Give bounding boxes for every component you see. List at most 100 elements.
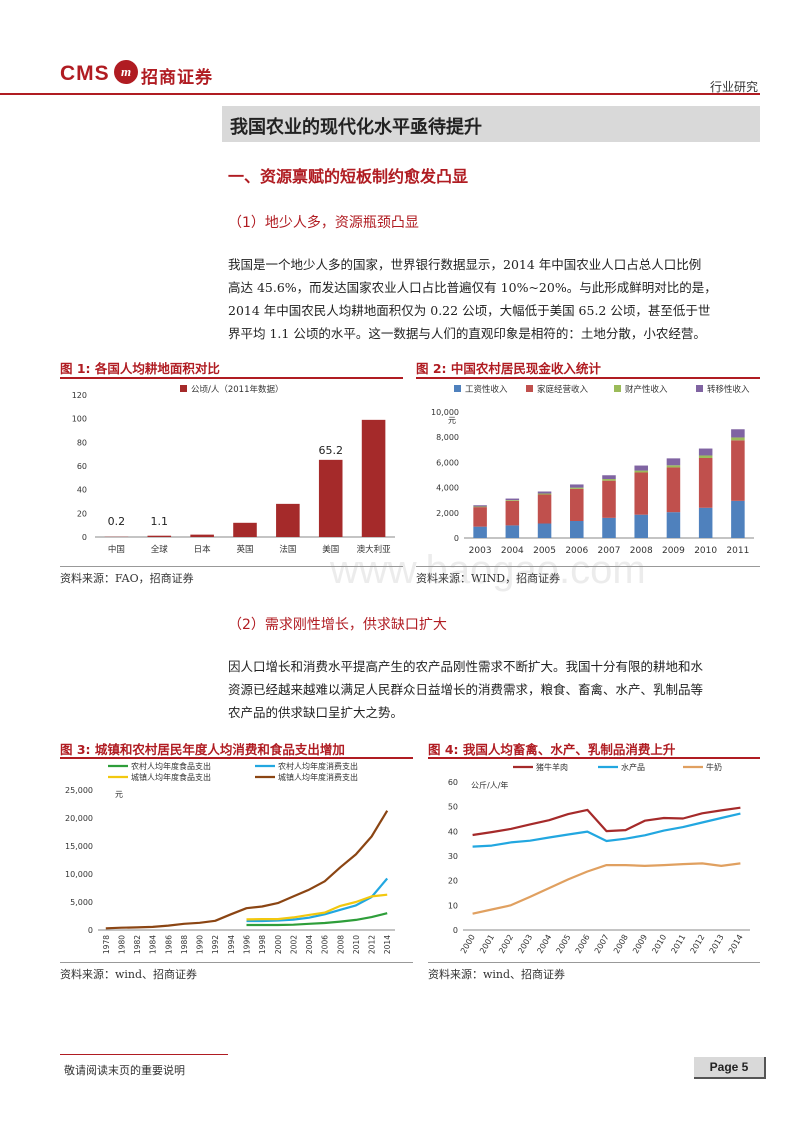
y-tick-label: 30 [448, 852, 458, 861]
x-tick-label: 2006 [574, 933, 592, 955]
legend-label: 公顷/人（2011年数据） [191, 384, 284, 395]
y-tick-label: 0 [453, 926, 458, 935]
x-tick-label: 1994 [227, 935, 236, 954]
bar-segment [537, 491, 552, 494]
x-tick-label: 2009 [662, 546, 685, 556]
footer-disclaimer: 敬请阅读末页的重要说明 [64, 1064, 185, 1077]
bar [318, 459, 343, 537]
figure-4-bottom-rule [428, 962, 760, 963]
brand-logo-text: CMS [60, 62, 110, 85]
brand-logo-icon: m [114, 60, 138, 84]
subheading-land-scarcity: （1）地少人多，资源瓶颈凸显 [228, 215, 419, 231]
x-tick-label: 2010 [352, 935, 361, 954]
heading-resource-constraint: 一、资源禀赋的短板制约愈发凸显 [228, 167, 469, 186]
y-tick-label: 5,000 [70, 898, 93, 907]
y-tick-label: 10,000 [65, 870, 93, 879]
y-tick-label: 80 [77, 438, 87, 447]
x-tick-label: 2004 [535, 933, 553, 955]
legend-label: 城镇人均年度食品支出 [131, 772, 211, 782]
figure-2-title: 图 2: 中国农村居民现金收入统计 [416, 361, 601, 376]
x-tick-label: 1998 [258, 935, 267, 954]
paragraph-line: 我国是一个地少人多的国家，世界银行数据显示，2014 年中国农业人口占总人口比例 [228, 257, 702, 272]
figure-1-bottom-rule [60, 566, 403, 567]
y-tick-label: 10 [448, 901, 458, 910]
series-line [105, 810, 389, 930]
paragraph-line: 农产品的供求缺口呈扩大之势。 [228, 705, 404, 720]
legend-label: 农村人均年度食品支出 [131, 761, 211, 771]
bar-segment [698, 448, 713, 456]
bar-segment [731, 437, 745, 441]
x-tick-label: 2007 [598, 546, 621, 556]
paragraph-line: 界平均 1.1 公顷的水平。这一数据与人们的直观印象是相符的：土地分散，小农经营… [228, 326, 706, 341]
bar-segment [666, 467, 681, 513]
x-tick-label: 2014 [383, 935, 392, 954]
bar-segment [537, 494, 552, 524]
x-tick-label: 2011 [669, 933, 687, 955]
x-tick-label: 日本 [194, 544, 212, 555]
figure-3-top-rule [60, 757, 413, 759]
series-line [472, 806, 741, 837]
y-tick-label: 15,000 [65, 842, 93, 851]
bar [276, 503, 300, 537]
x-tick-label: 2014 [727, 933, 745, 955]
figure-3-title: 图 3: 城镇和农村居民年度人均消费和食品支出增加 [60, 742, 345, 757]
x-tick-label: 2006 [321, 935, 330, 954]
x-tick-label: 法国 [279, 544, 296, 555]
section-title-band [222, 106, 760, 142]
y-tick-label: 20,000 [65, 814, 93, 823]
x-tick-label: 2006 [565, 546, 588, 556]
bar-segment [570, 488, 584, 521]
bar [233, 522, 257, 537]
series-line [246, 893, 388, 921]
y-tick-label: 120 [72, 391, 87, 400]
figure-2-top-rule [416, 377, 760, 379]
figure-3-chart: 0 5,000 10,000 15,000 20,000 25,000 1978 1980 19… [65, 761, 395, 954]
x-tick-label: 1978 [102, 935, 111, 954]
x-tick-label: 2009 [631, 933, 649, 955]
bar-segment [666, 458, 681, 466]
watermark: www.baogao.com [330, 548, 646, 592]
bar-segment [473, 506, 487, 508]
paragraph-demand-growth: 因人口增长和消费水平提高产生的农产品刚性需求不断扩大。我国十分有限的耕地和水 资… [228, 655, 760, 724]
series-line [472, 862, 741, 915]
bar-segment [570, 484, 584, 488]
bar-segment [698, 455, 713, 458]
x-tick-label: 1988 [180, 935, 189, 954]
figure-3-source: 资料来源：wind、招商证券 [60, 968, 198, 981]
x-tick-label: 2008 [612, 933, 630, 955]
data-label: 0.2 [108, 515, 126, 528]
legend-swatch [180, 385, 187, 392]
figure-2-bottom-rule [416, 566, 760, 567]
x-tick-label: 2011 [726, 546, 749, 556]
legend-label: 水产品 [621, 762, 645, 772]
x-tick-label: 1982 [133, 935, 142, 954]
legend-swatch [526, 385, 533, 392]
figure-1-source: 资料来源：FAO，招商证券 [60, 572, 194, 585]
x-tick-label: 2005 [533, 546, 556, 556]
y-tick-label: 0 [454, 534, 459, 543]
legend-label: 家庭经营收入 [537, 384, 589, 395]
figure-1-chart: 0 20 40 60 80 100 120 中国 0.2 全球 1.1 日本 英国 法国 美国 65.2 澳大利… [72, 384, 395, 555]
bar-segment [698, 457, 713, 508]
y-unit-label: 元 [448, 416, 456, 425]
y-tick-label: 10,000 [431, 408, 459, 417]
x-tick-label: 2003 [469, 546, 492, 556]
legend-label: 农村人均年度消费支出 [278, 761, 358, 771]
x-tick-label: 1990 [196, 935, 205, 954]
y-tick-label: 25,000 [65, 786, 93, 795]
page-number: Page 5 [694, 1057, 766, 1079]
x-tick-label: 1986 [164, 935, 173, 954]
bar-segment [505, 500, 520, 501]
bar-segment [731, 429, 745, 438]
bar-segment [634, 514, 648, 538]
legend-label: 城镇人均年度消费支出 [278, 772, 358, 782]
bar-segment [602, 517, 616, 538]
y-tick-label: 6,000 [436, 458, 459, 467]
x-tick-label: 美国 [322, 544, 339, 555]
series-line [472, 812, 741, 848]
bar-segment [666, 465, 681, 468]
x-tick-label: 2000 [274, 935, 283, 954]
x-tick-label: 2012 [368, 935, 377, 954]
x-tick-label: 1984 [149, 935, 158, 954]
x-tick-label: 2013 [708, 933, 726, 955]
